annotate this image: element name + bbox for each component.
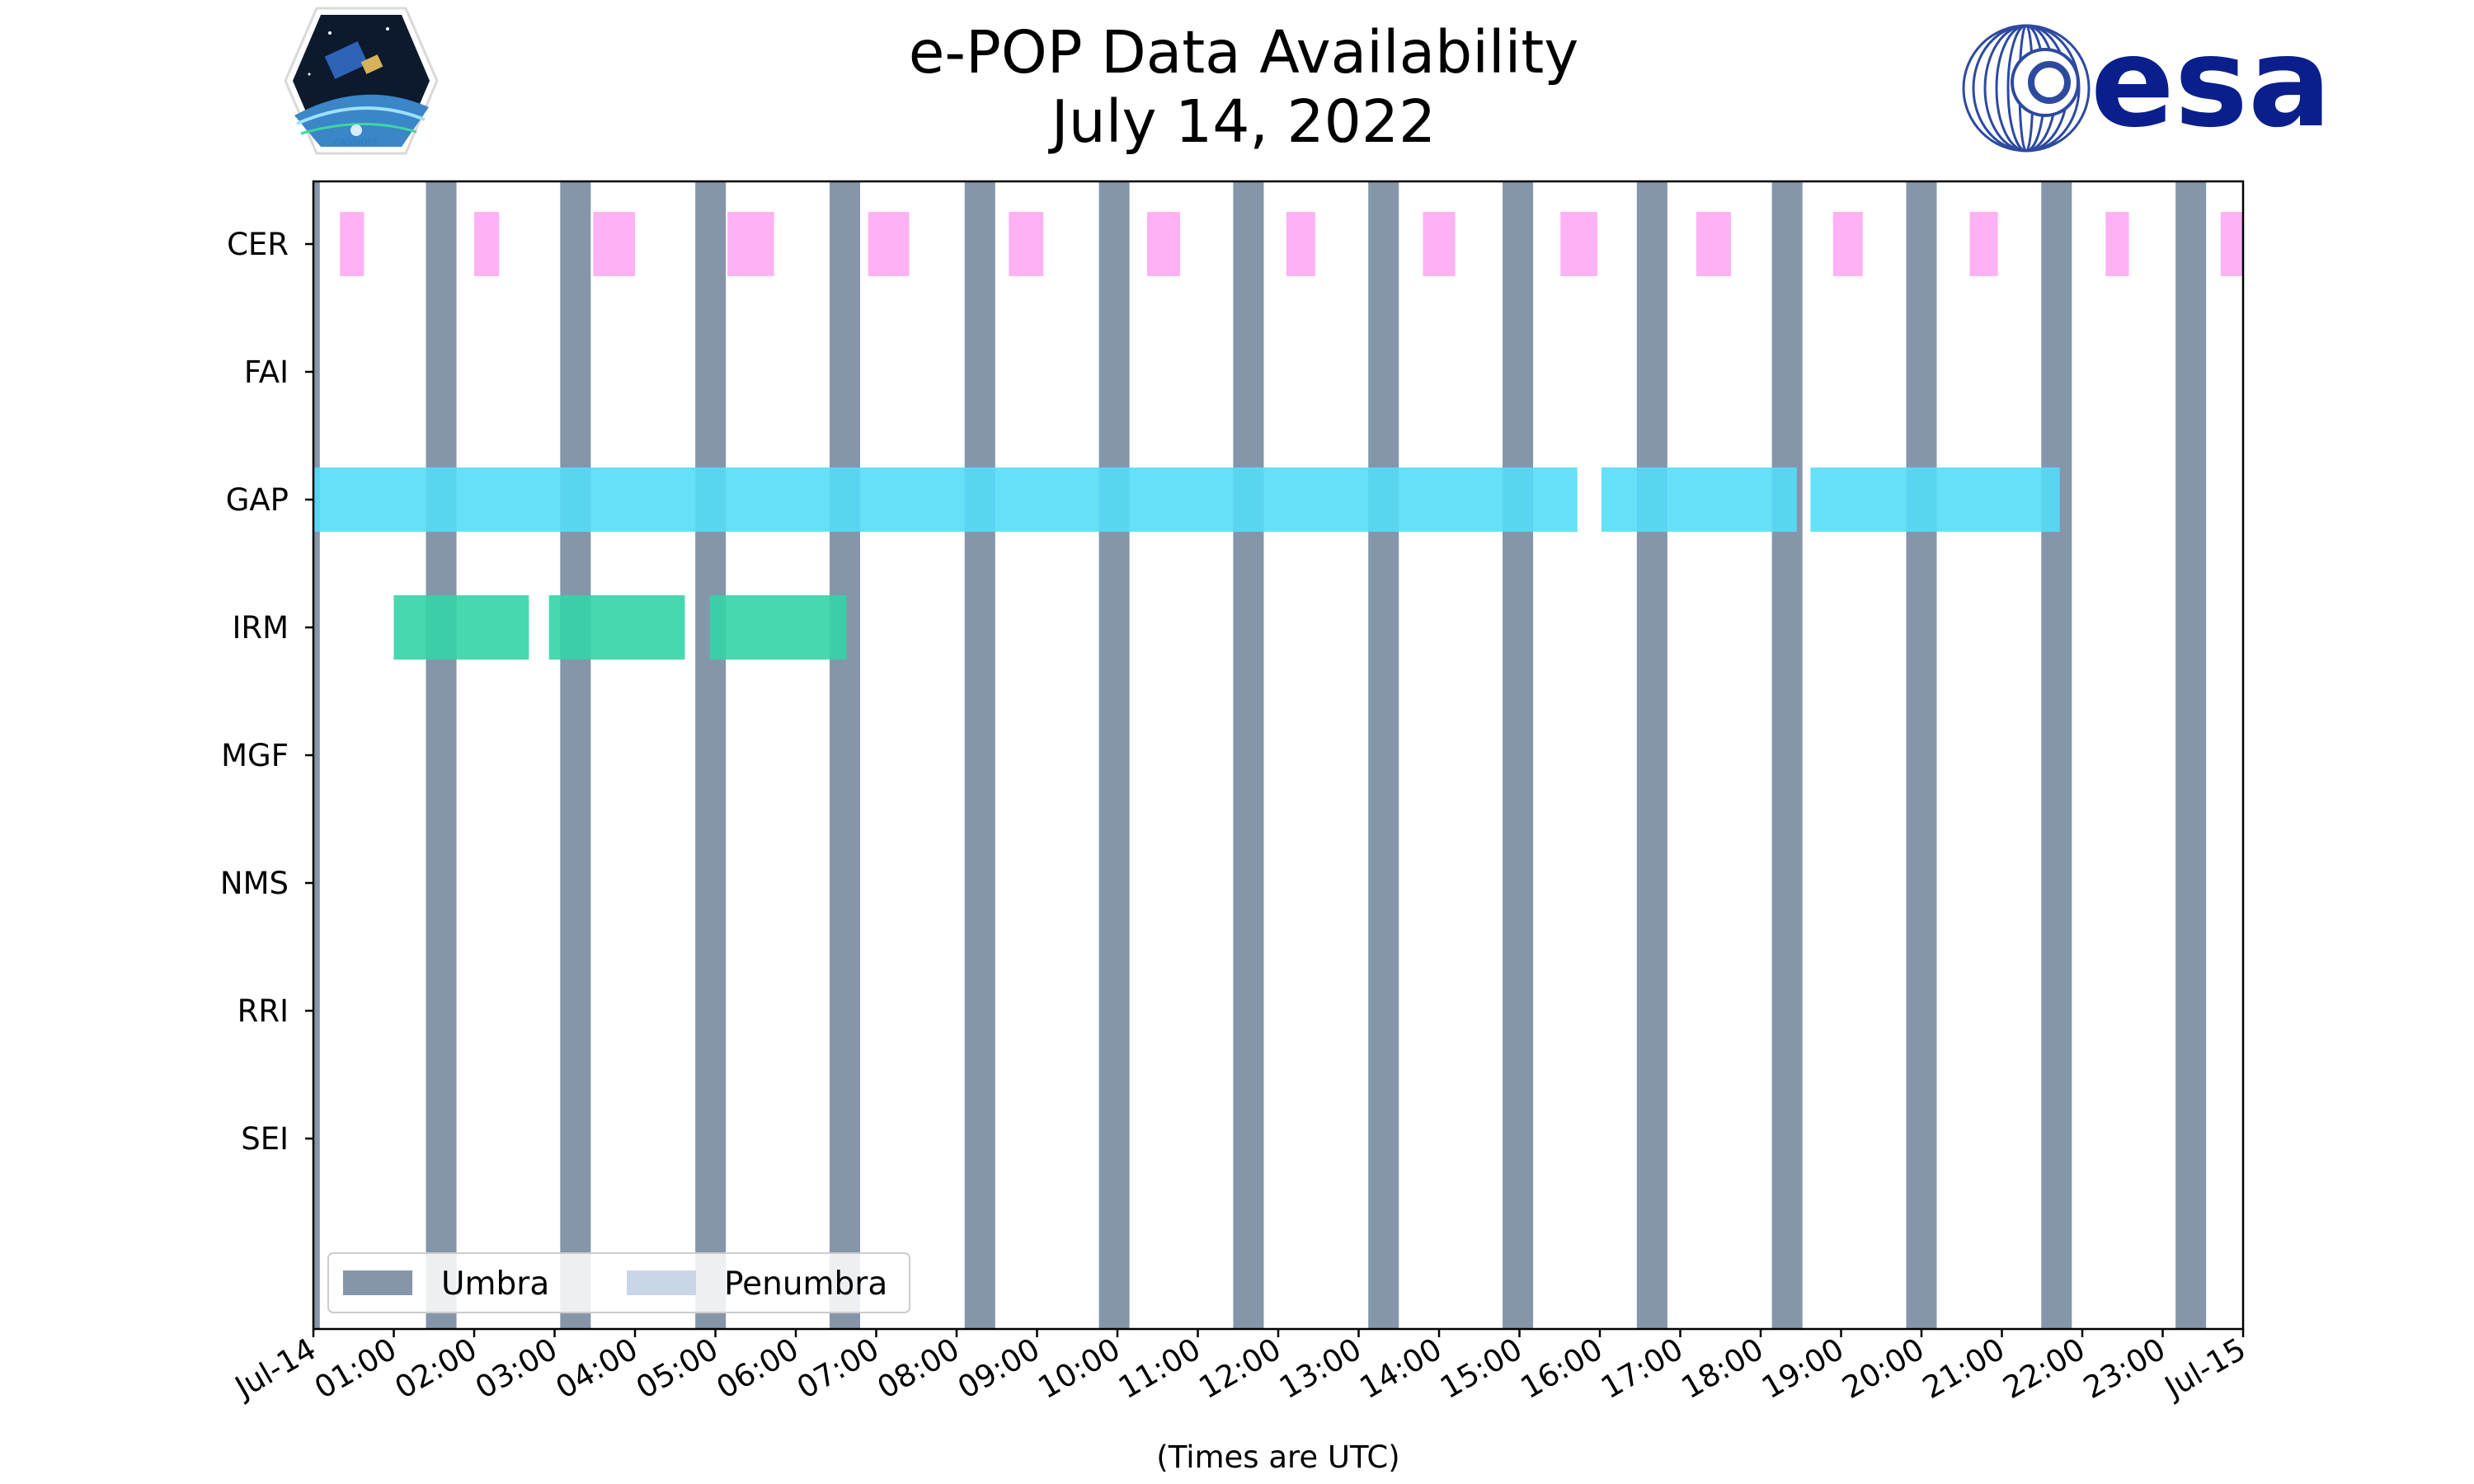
x-tick-label-15: 15:00 [1434, 1331, 1528, 1407]
x-tick-label-11: 11:00 [1112, 1331, 1206, 1407]
gap-bar-0 [313, 467, 1578, 532]
x-tick-label-13: 13:00 [1273, 1331, 1367, 1407]
cer-bar-6 [1147, 212, 1181, 276]
umbra-band-14 [2175, 181, 2207, 1329]
cer-bar-4 [868, 212, 910, 276]
cer-bar-8 [1423, 212, 1456, 276]
x-tick-label-17: 17:00 [1595, 1331, 1689, 1407]
esa-logo: esa [1962, 12, 2331, 155]
cer-bar-7 [1286, 212, 1315, 276]
y-tick-label-irm: IRM [232, 610, 289, 646]
cer-bar-10 [1696, 212, 1731, 276]
x-tick-label-7: 07:00 [791, 1331, 885, 1407]
y-tick-label-fai: FAI [244, 355, 289, 390]
x-axis-ticks: Jul-1401:0002:0003:0004:0005:0006:0007:0… [228, 1329, 2252, 1407]
legend-label-penumbra: Penumbra [724, 1266, 887, 1303]
legend: Umbra Penumbra [327, 1252, 910, 1313]
y-tick-label-gap: GAP [226, 482, 289, 518]
cer-bar-14 [2220, 212, 2243, 276]
cer-bar-0 [340, 212, 365, 276]
irm-bar-0 [393, 595, 529, 660]
x-tick-label-20: 20:00 [1837, 1331, 1931, 1407]
umbra-band-3 [695, 181, 727, 1329]
irm-bar-2 [709, 595, 847, 660]
umbra-band-6 [1098, 181, 1130, 1329]
umbra-band-4 [829, 181, 860, 1329]
cassiope-logo-label: CASSIOPE [334, 137, 379, 148]
legend-swatch-umbra [343, 1270, 412, 1295]
x-tick-label-18: 18:00 [1676, 1331, 1770, 1407]
x-tick-label-21: 21:00 [1917, 1331, 2011, 1407]
x-axis-label: (Times are UTC) [1156, 1439, 1399, 1475]
umbra-band-1 [426, 181, 457, 1329]
cer-bar-11 [1832, 212, 1863, 276]
x-tick-label-0: Jul-14 [228, 1331, 322, 1407]
cer-bar-5 [1009, 212, 1044, 276]
x-tick-label-12: 12:00 [1193, 1331, 1287, 1407]
x-tick-label-2: 02:00 [389, 1331, 483, 1407]
x-tick-label-22: 22:00 [1997, 1331, 2091, 1407]
esa-globe-icon [1962, 24, 2091, 153]
x-tick-label-14: 14:00 [1354, 1331, 1448, 1407]
y-tick-label-rri: RRI [238, 993, 289, 1029]
gap-bar-2 [1810, 467, 2060, 532]
legend-label-umbra: Umbra [441, 1266, 549, 1303]
umbra-band-10 [1636, 181, 1667, 1329]
x-tick-label-8: 08:00 [872, 1331, 966, 1407]
irm-bar-1 [548, 595, 685, 660]
y-tick-label-nms: NMS [220, 866, 289, 901]
x-tick-label-16: 16:00 [1515, 1331, 1609, 1407]
chart-title-line-2: July 14, 2022 [1048, 87, 1436, 156]
x-tick-label-23: 23:00 [2077, 1331, 2171, 1407]
cer-bar-3 [727, 212, 774, 276]
cer-bar-13 [2105, 212, 2129, 276]
umbra-band-2 [560, 181, 591, 1329]
y-tick-label-cer: CER [227, 227, 289, 262]
umbra-band-13 [2041, 181, 2072, 1329]
umbra-band-12 [1906, 181, 1937, 1329]
gap-bar-1 [1601, 467, 1797, 532]
cassiope-logo: CASSIOPE [284, 7, 439, 155]
y-tick-label-mgf: MGF [221, 738, 289, 773]
x-tick-label-10: 10:00 [1032, 1331, 1126, 1407]
umbra-band-11 [1771, 181, 1803, 1329]
cer-bar-9 [1560, 212, 1598, 276]
x-tick-label-5: 05:00 [630, 1331, 724, 1407]
x-tick-label-9: 09:00 [952, 1331, 1046, 1407]
umbra-band-8 [1368, 181, 1399, 1329]
cer-bar-1 [474, 212, 500, 276]
cer-bar-12 [1969, 212, 1998, 276]
x-tick-label-6: 06:00 [711, 1331, 805, 1407]
legend-swatch-penumbra [627, 1270, 696, 1295]
x-tick-label-1: 01:00 [308, 1331, 402, 1407]
umbra-band-9 [1503, 181, 1534, 1329]
x-tick-label-4: 04:00 [550, 1331, 644, 1407]
umbra-band-7 [1233, 181, 1264, 1329]
x-tick-label-19: 19:00 [1756, 1331, 1850, 1407]
esa-logo-wordmark: esa [2091, 12, 2331, 155]
x-tick-label-3: 03:00 [469, 1331, 563, 1407]
cer-bar-2 [593, 212, 635, 276]
y-tick-label-sei: SEI [241, 1121, 289, 1157]
instrument-bars [313, 212, 2243, 660]
umbra-bands [313, 181, 2207, 1329]
chart-title-line-1: e-POP Data Availability [909, 18, 1578, 87]
y-axis-ticks: CER FAI GAP IRM MGF NMS RRI SEI [220, 227, 313, 1157]
plot-area-frame [312, 180, 2245, 1331]
umbra-band-0 [313, 181, 320, 1329]
x-tick-label-24: Jul-15 [2157, 1331, 2251, 1407]
umbra-band-5 [964, 181, 995, 1329]
legend-box [327, 1252, 910, 1313]
